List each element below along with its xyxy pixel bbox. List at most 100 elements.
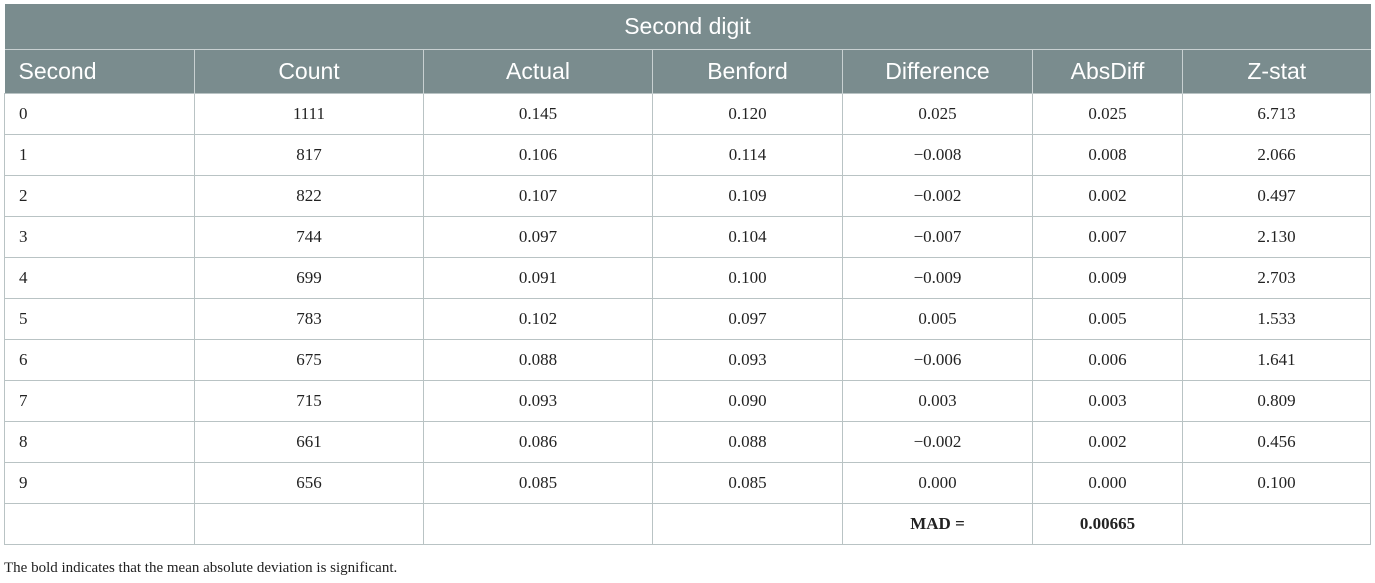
table-row: 4 699 0.091 0.100 −0.009 0.009 2.703 bbox=[4, 257, 1372, 299]
cell-absdiff: 0.025 bbox=[1032, 93, 1183, 135]
cell-benford: 0.109 bbox=[652, 175, 843, 217]
table-row: 5 783 0.102 0.097 0.005 0.005 1.533 bbox=[4, 298, 1372, 340]
cell-count: 822 bbox=[194, 175, 424, 217]
cell-second: 3 bbox=[4, 216, 195, 258]
cell-absdiff: 0.006 bbox=[1032, 339, 1183, 381]
cell-absdiff: 0.007 bbox=[1032, 216, 1183, 258]
empty-cell bbox=[1181, 503, 1372, 545]
cell-second: 2 bbox=[4, 175, 195, 217]
column-header-difference: Difference bbox=[842, 49, 1033, 94]
column-header-benford: Benford bbox=[652, 49, 843, 94]
cell-second: 6 bbox=[4, 339, 195, 381]
column-header-second: Second bbox=[4, 49, 195, 94]
cell-actual: 0.106 bbox=[423, 134, 653, 176]
cell-zstat: 0.100 bbox=[1181, 462, 1372, 504]
cell-zstat: 0.809 bbox=[1181, 380, 1372, 422]
cell-absdiff: 0.002 bbox=[1032, 175, 1183, 217]
column-header-absdiff: AbsDiff bbox=[1032, 49, 1183, 94]
cell-difference: 0.000 bbox=[842, 462, 1033, 504]
mad-label: MAD = bbox=[842, 503, 1033, 545]
cell-absdiff: 0.002 bbox=[1032, 421, 1183, 463]
cell-second: 0 bbox=[4, 93, 195, 135]
table-title-row: Second digit bbox=[4, 4, 1371, 50]
cell-zstat: 0.497 bbox=[1181, 175, 1372, 217]
cell-count: 675 bbox=[194, 339, 424, 381]
cell-actual: 0.107 bbox=[423, 175, 653, 217]
table-footnote: The bold indicates that the mean absolut… bbox=[4, 560, 398, 576]
table-row: 3 744 0.097 0.104 −0.007 0.007 2.130 bbox=[4, 216, 1372, 258]
column-header-zstat: Z-stat bbox=[1181, 49, 1371, 94]
cell-zstat: 1.641 bbox=[1181, 339, 1372, 381]
cell-count: 783 bbox=[194, 298, 424, 340]
cell-actual: 0.085 bbox=[423, 462, 653, 504]
cell-benford: 0.085 bbox=[652, 462, 843, 504]
cell-count: 715 bbox=[194, 380, 424, 422]
table-row: 9 656 0.085 0.085 0.000 0.000 0.100 bbox=[4, 462, 1372, 504]
cell-benford: 0.104 bbox=[652, 216, 843, 258]
cell-second: 7 bbox=[4, 380, 195, 422]
cell-count: 817 bbox=[194, 134, 424, 176]
cell-actual: 0.091 bbox=[423, 257, 653, 299]
table-row: 2 822 0.107 0.109 −0.002 0.002 0.497 bbox=[4, 175, 1372, 217]
cell-difference: −0.006 bbox=[842, 339, 1033, 381]
cell-absdiff: 0.005 bbox=[1032, 298, 1183, 340]
cell-zstat: 6.713 bbox=[1181, 93, 1372, 135]
cell-difference: 0.005 bbox=[842, 298, 1033, 340]
cell-absdiff: 0.003 bbox=[1032, 380, 1183, 422]
table-row: 8 661 0.086 0.088 −0.002 0.002 0.456 bbox=[4, 421, 1372, 463]
empty-cell bbox=[423, 503, 653, 545]
cell-benford: 0.088 bbox=[652, 421, 843, 463]
benford-table: Second digit Second Count Actual Benford… bbox=[4, 4, 1372, 545]
cell-zstat: 1.533 bbox=[1181, 298, 1372, 340]
empty-cell bbox=[652, 503, 843, 545]
cell-benford: 0.100 bbox=[652, 257, 843, 299]
cell-actual: 0.086 bbox=[423, 421, 653, 463]
cell-actual: 0.093 bbox=[423, 380, 653, 422]
cell-second: 4 bbox=[4, 257, 195, 299]
cell-difference: −0.002 bbox=[842, 421, 1033, 463]
column-header-count: Count bbox=[194, 49, 424, 94]
cell-second: 5 bbox=[4, 298, 195, 340]
table-title: Second digit bbox=[4, 4, 1371, 50]
cell-difference: −0.002 bbox=[842, 175, 1033, 217]
table-row: 1 817 0.106 0.114 −0.008 0.008 2.066 bbox=[4, 134, 1372, 176]
cell-actual: 0.102 bbox=[423, 298, 653, 340]
cell-count: 661 bbox=[194, 421, 424, 463]
cell-zstat: 2.066 bbox=[1181, 134, 1372, 176]
cell-absdiff: 0.008 bbox=[1032, 134, 1183, 176]
cell-second: 9 bbox=[4, 462, 195, 504]
column-header-row: Second Count Actual Benford Difference A… bbox=[4, 49, 1371, 94]
cell-zstat: 2.703 bbox=[1181, 257, 1372, 299]
table-row: 0 1111 0.145 0.120 0.025 0.025 6.713 bbox=[4, 93, 1372, 135]
mad-row: MAD = 0.00665 bbox=[4, 503, 1372, 545]
cell-actual: 0.145 bbox=[423, 93, 653, 135]
cell-zstat: 0.456 bbox=[1181, 421, 1372, 463]
column-header-actual: Actual bbox=[423, 49, 653, 94]
cell-difference: 0.025 bbox=[842, 93, 1033, 135]
empty-cell bbox=[194, 503, 424, 545]
table-row: 6 675 0.088 0.093 −0.006 0.006 1.641 bbox=[4, 339, 1372, 381]
cell-count: 699 bbox=[194, 257, 424, 299]
cell-count: 1111 bbox=[194, 93, 424, 135]
cell-zstat: 2.130 bbox=[1181, 216, 1372, 258]
cell-benford: 0.090 bbox=[652, 380, 843, 422]
cell-benford: 0.120 bbox=[652, 93, 843, 135]
empty-cell bbox=[4, 503, 195, 545]
cell-count: 744 bbox=[194, 216, 424, 258]
table-row: 7 715 0.093 0.090 0.003 0.003 0.809 bbox=[4, 380, 1372, 422]
cell-difference: −0.009 bbox=[842, 257, 1033, 299]
cell-second: 8 bbox=[4, 421, 195, 463]
cell-benford: 0.114 bbox=[652, 134, 843, 176]
cell-difference: −0.007 bbox=[842, 216, 1033, 258]
cell-count: 656 bbox=[194, 462, 424, 504]
cell-difference: 0.003 bbox=[842, 380, 1033, 422]
cell-actual: 0.088 bbox=[423, 339, 653, 381]
cell-difference: −0.008 bbox=[842, 134, 1033, 176]
cell-benford: 0.093 bbox=[652, 339, 843, 381]
mad-value: 0.00665 bbox=[1032, 503, 1183, 545]
cell-second: 1 bbox=[4, 134, 195, 176]
cell-absdiff: 0.000 bbox=[1032, 462, 1183, 504]
cell-benford: 0.097 bbox=[652, 298, 843, 340]
table-body: 0 1111 0.145 0.120 0.025 0.025 6.713 1 817 0.106 0… bbox=[4, 93, 1372, 545]
cell-absdiff: 0.009 bbox=[1032, 257, 1183, 299]
